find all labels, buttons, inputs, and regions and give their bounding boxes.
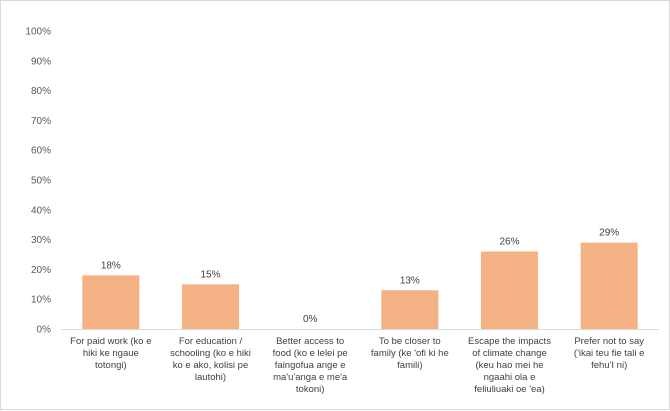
category-label-line: To be closer to: [379, 336, 441, 347]
data-label: 29%: [599, 228, 619, 239]
data-label: 13%: [400, 275, 420, 286]
category-label-line: (keu hao mei he: [475, 360, 543, 371]
category-label-line: ko e ako, kolisi pe: [173, 360, 249, 371]
data-labels: 18% 15% 0% 13% 26% 29%: [101, 228, 619, 325]
category-label-line: totongi): [95, 360, 127, 371]
category-label-line: lautohi): [195, 372, 226, 383]
category-label-line: tokoni): [296, 384, 325, 395]
bars: [82, 242, 638, 329]
y-tick-label: 100%: [25, 27, 51, 38]
category-label-line: For education /: [179, 336, 243, 347]
y-tick-label: 40%: [31, 205, 51, 216]
category-label-line: famili): [397, 360, 422, 371]
data-label: 0%: [303, 314, 318, 325]
category-label-line: Prefer not to say: [574, 336, 644, 347]
data-label: 26%: [499, 237, 519, 248]
bar: [481, 251, 538, 329]
category-label-line: ('ikai teu fie tali e: [574, 348, 644, 359]
category-label-line: ngaahi ola e: [484, 372, 536, 383]
category-label: To be closer to family (ke 'ofi ki he fami…: [371, 336, 449, 371]
y-tick-label: 70%: [31, 116, 51, 127]
bar: [82, 275, 140, 329]
y-tick-label: 10%: [31, 295, 51, 306]
y-tick-label: 60%: [31, 146, 51, 157]
category-label-line: Better access to: [276, 336, 344, 347]
category-label-line: For paid work (ko e: [70, 336, 151, 347]
category-label-line: faingofua ange e: [275, 360, 346, 371]
bar: [580, 242, 638, 329]
data-label: 15%: [200, 269, 220, 280]
category-label-line: Escape the impacts: [468, 336, 551, 347]
category-label-line: food (ko e lelei pe: [273, 348, 348, 359]
y-tick-label: 20%: [31, 265, 51, 276]
y-tick-label: 30%: [31, 235, 51, 246]
category-label: For education / schooling (ko e hiki ko e …: [170, 336, 251, 383]
category-label-line: feliuliuaki oe 'ea): [474, 384, 544, 395]
category-label: For paid work (ko e hiki ke ngaue totongi): [70, 336, 151, 371]
category-label: Better access to food (ko e lelei pe faing…: [273, 336, 348, 395]
category-label-line: of climate change: [472, 348, 546, 359]
category-labels: For paid work (ko e hiki ke ngaue totongi)…: [70, 336, 644, 395]
bar: [182, 284, 239, 329]
category-label: Escape the impacts of climate change (keu …: [468, 336, 551, 395]
y-axis-ticks: 0% 10% 20% 30% 40% 50% 60% 70% 80% 90% 100%: [25, 27, 51, 336]
category-label: Prefer not to say ('ikai teu fie tali e fe…: [574, 336, 644, 371]
category-label-line: schooling (ko e hiki: [170, 348, 251, 359]
category-label-line: hiki ke ngaue: [83, 348, 139, 359]
y-tick-label: 90%: [31, 56, 51, 67]
y-tick-label: 50%: [31, 176, 51, 187]
y-tick-label: 0%: [37, 325, 52, 336]
y-tick-label: 80%: [31, 86, 51, 97]
category-label-line: family (ke 'ofi ki he: [371, 348, 449, 359]
data-label: 18%: [101, 260, 121, 271]
category-label-line: ma'u'anga e me'a: [273, 372, 348, 383]
bar: [381, 290, 439, 329]
category-label-line: fehu'I ni): [591, 360, 627, 371]
